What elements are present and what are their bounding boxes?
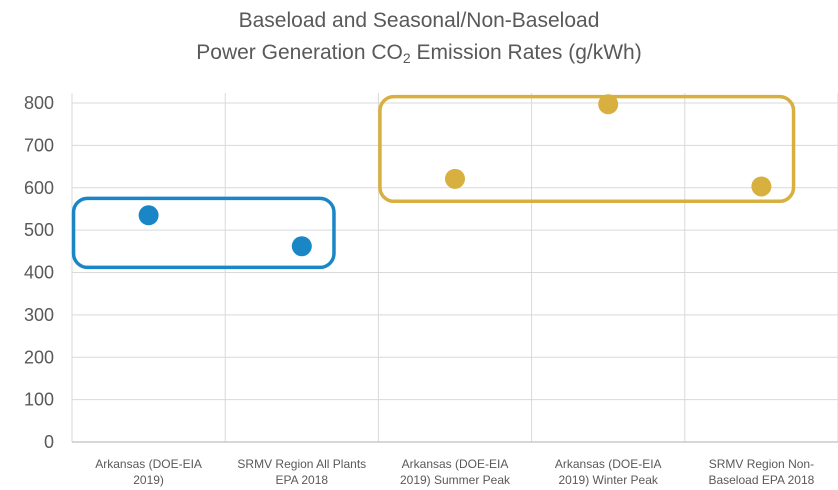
y-tick-label-700: 700 [24,135,54,155]
title-line2-suffix: Emission Rates (g/kWh) [410,41,642,64]
y-tick-label-100: 100 [24,390,54,410]
x-tick-label-2: Arkansas (DOE-EIA 2019) Summer Peak [400,457,511,487]
data-point-0 [138,205,159,226]
y-tick-label-800: 800 [24,93,54,113]
data-point-4 [751,176,772,197]
chart-title-line1: Baseload and Seasonal/Non-Baseload [238,9,600,32]
y-tick-label-0: 0 [44,432,54,452]
y-tick-label-300: 300 [24,305,54,325]
y-tick-label-600: 600 [24,178,54,198]
y-tick-label-200: 200 [24,347,54,367]
x-tick-label-0: Arkansas (DOE-EIA 2019) [95,457,202,487]
data-point-3 [598,94,619,115]
x-tick-label-1: SRMV Region All Plants EPA 2018 [237,457,366,487]
chart-title-line2: Power Generation CO2 Emission Rates (g/k… [0,38,838,73]
x-tick-label-3: Arkansas (DOE-EIA 2019) Winter Peak [555,457,662,487]
x-tick-label-4: SRMV Region Non-Baseload EPA 2018 [708,457,814,487]
title-subscript: 2 [402,50,411,66]
y-tick-label-400: 400 [24,263,54,283]
group-box-baseload [71,196,336,270]
data-point-1 [291,236,312,257]
y-tick-label-500: 500 [24,220,54,240]
data-point-2 [445,168,465,189]
group-box-seasonal-non-baseload [378,94,796,204]
title-line2-prefix: Power Generation CO [196,41,403,64]
